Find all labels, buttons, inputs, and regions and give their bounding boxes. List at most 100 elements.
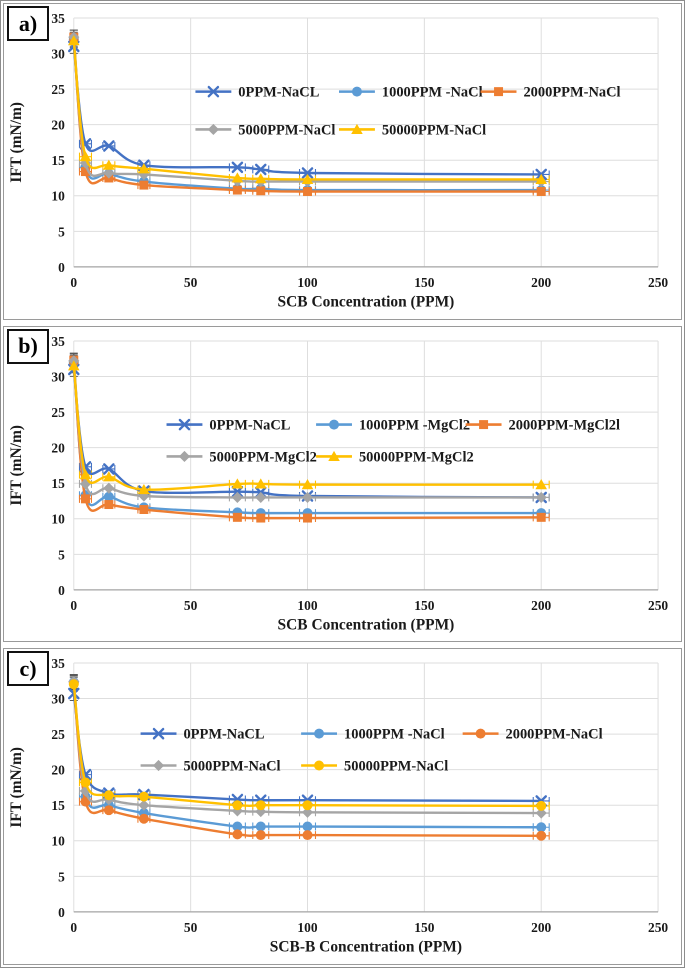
y-tick-label: 0 (58, 583, 65, 598)
y-tick-label: 5 (58, 224, 65, 239)
x-tick-label: 200 (531, 920, 551, 935)
y-tick-label: 20 (51, 440, 65, 455)
y-tick-label: 10 (51, 511, 65, 526)
legend-item-50000ppm-mgcl2: 50000PPM-MgCl2 (316, 449, 474, 465)
legend-item-0ppm-nacl: 0PPM-NaCL (140, 727, 265, 743)
panel-a: a) 0 50 100 150 200 250 0 5 10 15 20 25 30 35 SCB Conc… (3, 3, 682, 320)
series-0ppm-nacl-line (72, 45, 543, 176)
x-tick-label: 100 (297, 275, 317, 290)
x-tick-label: 50 (184, 275, 198, 290)
legend-item-label: 0PPM-NaCL (183, 727, 264, 743)
tick-labels: 0 50 100 150 200 250 0 5 10 15 20 25 30 35 (51, 656, 668, 935)
series-2000ppm-nacl-markers (68, 678, 547, 842)
legend: 0PPM-NaCL 1000PPM -NaCl 2000PPM-NaCl 5000PP… (140, 727, 603, 775)
y-tick-label: 35 (51, 334, 65, 349)
legend-item-1000ppm-mgcl2: 1000PPM -MgCl2 (316, 417, 470, 433)
series-50000ppm-mgcl2 (68, 359, 547, 494)
x-axis-title: SCB Concentration (PPM) (278, 294, 455, 311)
legend-item-label: 50000PPM-MgCl2 (359, 449, 474, 465)
x-tick-label: 50 (184, 597, 198, 612)
y-axis-title: IFT (mN/m) (8, 747, 25, 828)
x-tick-label: 200 (531, 597, 551, 612)
series-50000ppm-nacl-markers (68, 35, 547, 184)
y-tick-label: 25 (51, 82, 65, 97)
y-tick-label: 35 (51, 656, 65, 671)
legend-item-50000ppm-nacl: 50000PPM-NaCl (301, 759, 448, 775)
y-tick-label: 10 (51, 834, 65, 849)
panel-b-label: b) (7, 328, 49, 364)
y-tick-label: 5 (58, 870, 65, 885)
legend-item-5000ppm-nacl: 5000PPM-NaCl (195, 122, 335, 138)
legend-item-2000ppm-nacl: 2000PPM-NaCl (462, 727, 603, 743)
legend-item-label: 1000PPM -MgCl2 (359, 417, 470, 433)
x-tick-label: 100 (297, 920, 317, 935)
legend-item-label: 1000PPM -NaCl (382, 85, 483, 101)
y-tick-label: 20 (51, 118, 65, 133)
legend-item-label: 50000PPM-NaCl (344, 759, 448, 775)
y-tick-label: 30 (51, 46, 65, 61)
chart-b-canvas: 0 50 100 150 200 250 0 5 10 15 20 25 30 35 SCB Concent… (8, 334, 668, 634)
panel-c-label: c) (7, 651, 49, 687)
y-axis-title: IFT (mN/m) (8, 425, 25, 506)
legend-item-1000ppm-nacl: 1000PPM -NaCl (339, 85, 483, 101)
panel-b: b) 0 50 100 150 200 250 0 5 10 15 20 25 30 35 SCB Conc… (3, 325, 682, 643)
legend-item-0ppm-nacl: 0PPM-NaCL (166, 417, 291, 433)
legend-item-label: 5000PPM-NaCl (183, 759, 280, 775)
legend-item-5000ppm-mgcl2: 5000PPM-MgCl2 (166, 449, 317, 465)
y-tick-label: 10 (51, 189, 65, 204)
legend-item-label: 0PPM-NaCL (209, 417, 290, 433)
tick-labels: 0 50 100 150 200 250 0 5 10 15 20 25 30 35 (51, 334, 668, 613)
series-50000ppm-nacl (68, 35, 547, 184)
legend-item-5000ppm-nacl: 5000PPM-NaCl (140, 759, 281, 775)
legend-item-label: 5000PPM-MgCl2 (209, 449, 317, 465)
series-50000ppm-nacl (68, 679, 547, 812)
chart-a-canvas: 0 50 100 150 200 250 0 5 10 15 20 25 30 35 SCB Concent… (8, 11, 668, 311)
y-tick-label: 25 (51, 405, 65, 420)
x-tick-label: 100 (297, 597, 317, 612)
panel-c: c) 0 50 100 150 200 250 0 5 10 15 20 25 30 35 SCB-B Co… (3, 648, 682, 966)
x-tick-label: 250 (648, 275, 668, 290)
legend-item-label: 2000PPM-MgCl2l (509, 417, 621, 433)
series-2000ppm-nacl (68, 678, 547, 842)
legend-item-label: 2000PPM-NaCl (523, 85, 620, 101)
y-tick-label: 35 (51, 11, 65, 26)
x-tick-label: 0 (70, 597, 77, 612)
y-tick-label: 0 (58, 260, 65, 275)
legend-item-0ppm-nacl: 0PPM-NaCL (195, 85, 320, 101)
y-tick-label: 30 (51, 369, 65, 384)
panel-a-label: a) (7, 6, 49, 41)
y-tick-label: 25 (51, 727, 65, 742)
legend-item-label: 50000PPM-NaCl (382, 122, 486, 138)
x-tick-label: 250 (648, 920, 668, 935)
x-tick-label: 150 (414, 275, 434, 290)
y-tick-label: 5 (58, 547, 65, 562)
tick-labels: 0 50 100 150 200 250 0 5 10 15 20 25 30 35 (51, 11, 668, 290)
x-axis-title: SCB-B Concentration (PPM) (270, 939, 462, 956)
x-tick-label: 150 (414, 597, 434, 612)
legend-item-label: 1000PPM -NaCl (344, 727, 445, 743)
y-tick-label: 0 (58, 905, 65, 920)
x-tick-label: 0 (70, 920, 77, 935)
series-50000ppm-nacl-line (72, 683, 543, 808)
y-tick-label: 15 (51, 799, 65, 814)
x-tick-label: 250 (648, 597, 668, 612)
legend-item-1000ppm-nacl: 1000PPM -NaCl (301, 727, 445, 743)
chart-c-canvas: 0 50 100 150 200 250 0 5 10 15 20 25 30 35 SCB-B Conce… (8, 656, 668, 956)
series-50000ppm-nacl-markers (68, 679, 547, 812)
legend-item-label: 2000PPM-NaCl (506, 727, 603, 743)
x-tick-label: 200 (531, 275, 551, 290)
gridlines (73, 17, 659, 268)
legend: 0PPM-NaCL 1000PPM -MgCl2 2000PPM-MgCl2l 500… (166, 417, 621, 465)
y-tick-label: 15 (51, 153, 65, 168)
y-tick-label: 15 (51, 476, 65, 491)
legend-item-label: 5000PPM-NaCl (238, 122, 335, 138)
legend: 0PPM-NaCL 1000PPM -NaCl 2000PPM-NaCl 5000PP… (195, 85, 621, 138)
gridlines (73, 662, 659, 913)
legend-item-2000ppm-nacl: 2000PPM-NaCl (480, 85, 621, 101)
legend-item-label: 0PPM-NaCL (238, 85, 319, 101)
series-50000ppm-mgcl2-markers (68, 359, 547, 494)
series-2000ppm-mgcl2l (69, 355, 546, 523)
legend-item-2000ppm-mgcl2l: 2000PPM-MgCl2l (465, 417, 621, 433)
x-tick-label: 0 (70, 275, 77, 290)
y-tick-label: 20 (51, 763, 65, 778)
